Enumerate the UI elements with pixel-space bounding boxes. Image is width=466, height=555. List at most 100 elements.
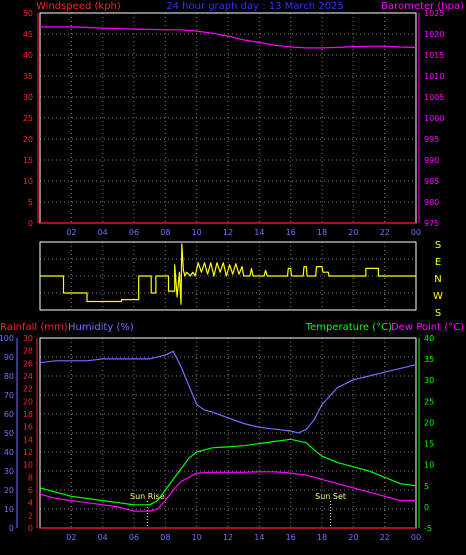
barometer-line [40, 26, 417, 49]
humidity-tick: 10 [4, 505, 14, 514]
barometer-tick: 995 [424, 135, 439, 144]
x-tick: 20 [348, 533, 358, 542]
x-tick: 22 [380, 228, 390, 237]
temperature-tick: 40 [424, 334, 434, 343]
x-tick: 16 [286, 228, 296, 237]
humidity-line [39, 350, 417, 434]
rainfall-tick-labels: 0 2 4 6 8 10 12 14 16 18 20 22 24 26 28 … [23, 334, 33, 533]
barometer-tick: 1025 [424, 9, 444, 18]
rainfall-axis-label: Rainfall (mm) [0, 322, 68, 333]
barometer-tick: 1010 [424, 72, 444, 81]
temperature-tick: 0 [424, 503, 429, 512]
x-tick: 10 [192, 228, 202, 237]
windspeed-tick: 40 [23, 51, 33, 60]
humidity-tick: 70 [4, 391, 14, 400]
rainfall-tick: 22 [23, 385, 33, 394]
barometer-tick: 1015 [424, 51, 444, 60]
temperature-tick: 20 [424, 418, 434, 427]
rainfall-tick: 26 [23, 359, 33, 368]
barometer-tick: 980 [424, 198, 439, 207]
x-tick: 00 [411, 533, 421, 542]
barometer-tick: 1000 [424, 114, 444, 123]
x-tick: 06 [129, 228, 139, 237]
rainfall-tick: 20 [23, 397, 33, 406]
windspeed-tick: 25 [23, 114, 33, 123]
rainfall-tick: 14 [23, 435, 33, 444]
barometer-tick: 1020 [424, 30, 444, 39]
sun-annotations: Sun Rise Sun Set [130, 492, 346, 528]
x-tick: 16 [286, 533, 296, 542]
rainfall-tick: 28 [23, 347, 33, 356]
barometer-axis-label: Barometer (hpa) [381, 1, 464, 12]
direction-label: S [435, 240, 441, 251]
x-tick: 22 [380, 533, 390, 542]
wind-direction-labels: S E N W S [433, 240, 443, 319]
windspeed-tick-labels: 0 5 10 15 20 25 30 35 40 45 50 [23, 9, 33, 228]
x-tick: 04 [98, 228, 108, 237]
direction-label: N [434, 274, 441, 285]
humidity-tick: 60 [4, 410, 14, 419]
x-tick: 18 [317, 533, 327, 542]
rainfall-tick: 8 [28, 473, 33, 482]
x-tick: 02 [66, 228, 76, 237]
rain-humidity-temperature-x-tick-labels: 02 04 06 08 10 12 14 16 18 20 22 00 [66, 533, 421, 542]
windspeed-tick: 15 [23, 156, 33, 165]
temperature-tick: 10 [424, 461, 434, 470]
x-tick: 14 [254, 228, 264, 237]
temperature-tick: 30 [424, 376, 434, 385]
sunrise-label: Sun Rise [130, 492, 165, 501]
wind-barometer-x-tick-labels: 02 04 06 08 10 12 14 16 18 20 22 00 [66, 228, 421, 237]
rainfall-tick: 24 [23, 372, 33, 381]
x-tick: 08 [160, 533, 170, 542]
barometer-tick: 990 [424, 156, 439, 165]
windspeed-tick: 5 [28, 198, 33, 207]
rainfall-tick: 30 [23, 334, 33, 343]
direction-label: W [433, 291, 443, 302]
x-tick: 12 [223, 533, 233, 542]
rainfall-tick: 12 [23, 448, 33, 457]
rainfall-tick: 6 [28, 486, 33, 495]
wind-barometer-panel: 0 5 10 15 20 25 30 35 40 45 50 975 980 9… [23, 9, 445, 237]
x-tick: 02 [66, 533, 76, 542]
humidity-tick: 100 [0, 334, 14, 343]
barometer-tick: 1005 [424, 93, 444, 102]
temperature-tick: -5 [424, 524, 432, 533]
x-tick: 14 [254, 533, 264, 542]
rainfall-tick: 0 [28, 524, 33, 533]
x-tick: 18 [317, 228, 327, 237]
dewpoint-axis-label: Dew Point (°C) [391, 322, 464, 333]
x-tick: 20 [348, 228, 358, 237]
chart-title: 24 hour graph day : 13 March 2025 [166, 1, 344, 12]
barometer-tick: 975 [424, 219, 439, 228]
temperature-line [39, 438, 417, 506]
windspeed-tick: 50 [23, 9, 33, 18]
rainfall-tick: 10 [23, 461, 33, 470]
windspeed-tick: 45 [23, 30, 33, 39]
temperature-tick-labels: -5 0 5 10 15 20 25 30 35 40 [424, 334, 434, 533]
humidity-tick-labels: 0 10 20 30 40 50 60 70 80 90 100 [0, 334, 14, 533]
rainfall-tick: 18 [23, 410, 33, 419]
temperature-tick: 35 [424, 355, 434, 364]
wind-barometer-series [40, 26, 417, 224]
humidity-axis-label: Humidity (%) [68, 322, 134, 333]
rainfall-tick: 16 [23, 423, 33, 432]
wind-barometer-grid [40, 13, 416, 223]
wind-direction-line [40, 243, 416, 305]
humidity-tick: 50 [4, 429, 14, 438]
x-tick: 00 [411, 228, 421, 237]
x-tick: 10 [192, 533, 202, 542]
temperature-tick: 15 [424, 440, 434, 449]
humidity-tick: 0 [9, 524, 14, 533]
temperature-axis-label: Temperature (°C) [305, 322, 392, 333]
windspeed-axis-label: Windspeed (kph) [36, 1, 121, 12]
barometer-tick-labels: 975 980 985 990 995 1000 1005 1010 1015 … [424, 9, 444, 228]
x-tick: 08 [160, 228, 170, 237]
windspeed-tick: 0 [28, 219, 33, 228]
windspeed-tick: 10 [23, 177, 33, 186]
windspeed-tick: 30 [23, 93, 33, 102]
x-tick: 06 [129, 533, 139, 542]
humidity-tick: 90 [4, 353, 14, 362]
humidity-tick: 20 [4, 486, 14, 495]
